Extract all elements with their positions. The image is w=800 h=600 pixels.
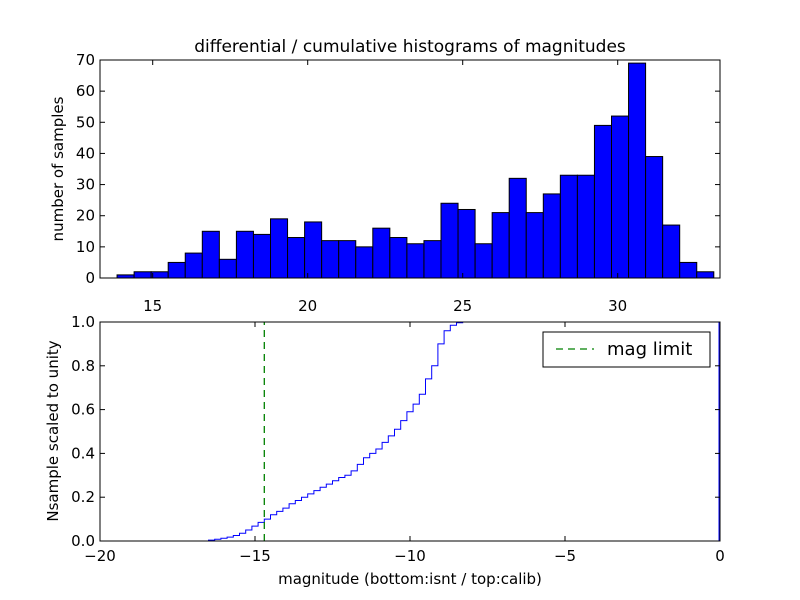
histogram-y-tick-label: 0 [85, 269, 95, 287]
histogram-y-ticks: 0 10 20 30 40 50 60 70 [76, 51, 720, 287]
histogram-bar [440, 202, 459, 279]
histogram-bar [184, 252, 203, 279]
histogram-bar [201, 230, 220, 279]
histogram-bar [679, 261, 698, 279]
cumulative-y-tick-label: 0.8 [71, 357, 95, 375]
cumulative-x-tick-label: −15 [239, 547, 271, 565]
cumulative-y-ticks: 0.0 0.2 0.4 0.6 0.8 1.0 [71, 313, 720, 550]
cumulative-y-tick-label: 0.6 [71, 401, 95, 419]
histogram-bar [474, 243, 493, 279]
histogram-bar [150, 271, 169, 279]
histogram-bar [423, 240, 442, 279]
histogram-bar [525, 212, 544, 279]
histogram-y-tick-label: 10 [76, 238, 95, 256]
histogram-bar [133, 271, 152, 279]
histogram-bar [645, 156, 664, 279]
histogram-y-tick-label: 20 [76, 207, 95, 225]
cumulative-x-ticks: −20 −15 −10 −5 0 [84, 322, 725, 565]
histogram-bar [508, 177, 527, 279]
histogram-bar [287, 237, 306, 279]
histogram-bar [696, 271, 715, 279]
histogram-bar [559, 174, 578, 279]
histogram-y-tick-label: 70 [76, 51, 95, 69]
histogram-bar [304, 221, 323, 279]
histogram-bar [218, 258, 237, 279]
histogram-bar [372, 227, 391, 279]
histogram-bars [116, 62, 715, 279]
histogram-bar [235, 230, 254, 279]
histogram-bar [628, 62, 647, 279]
histogram-bar [338, 240, 357, 279]
histogram-bar [593, 124, 613, 279]
cumulative-y-tick-label: 0.2 [71, 488, 95, 506]
histogram-frame [99, 59, 721, 279]
cumulative-step-line [100, 321, 720, 542]
histogram-panel: differential / cumulative histograms of … [49, 37, 721, 315]
histogram-bar [457, 208, 476, 279]
histogram-bar [611, 115, 630, 279]
histogram-x-ticks: 15 20 25 30 [143, 60, 627, 315]
histogram-bar [270, 218, 289, 279]
histogram-y-label: number of samples [49, 96, 67, 241]
histogram-y-tick-label: 50 [76, 113, 95, 131]
histogram-y-tick-label: 60 [76, 82, 95, 100]
histogram-bar [406, 243, 425, 279]
histogram-y-tick-label: 40 [76, 144, 95, 162]
histogram-bar [662, 224, 681, 279]
legend: mag limit [542, 331, 711, 368]
histogram-x-tick-label: 15 [143, 297, 162, 315]
histogram-bar [252, 233, 271, 279]
histogram-bar [167, 261, 186, 279]
histogram-x-tick-label: 30 [608, 297, 627, 315]
histogram-bar [389, 237, 408, 279]
histogram-bar [576, 174, 595, 279]
cumulative-panel: −20 −15 −10 −5 0 0.0 0.2 0.4 0.6 0.8 1.0 magnitud… [44, 313, 725, 588]
cumulative-x-tick-label: −20 [84, 547, 116, 565]
histogram-x-tick-label: 25 [453, 297, 472, 315]
cumulative-x-tick-label: 0 [715, 547, 725, 565]
histogram-bar [542, 193, 561, 279]
cumulative-y-label: Nsample scaled to unity [44, 340, 62, 521]
cumulative-y-tick-label: 0.0 [71, 532, 95, 550]
cumulative-x-label: magnitude (bottom:isnt / top:calib) [278, 570, 542, 588]
histogram-y-tick-label: 30 [76, 176, 95, 194]
cumulative-y-tick-label: 0.4 [71, 444, 95, 462]
histogram-bar [355, 246, 374, 279]
chart-title: differential / cumulative histograms of … [194, 37, 626, 57]
histogram-bar [321, 240, 340, 279]
histogram-bar [491, 212, 510, 279]
legend-label-mag-limit: mag limit [607, 339, 692, 360]
cumulative-y-tick-label: 1.0 [71, 313, 95, 331]
histogram-x-tick-label: 20 [298, 297, 317, 315]
cumulative-x-tick-label: −5 [554, 547, 576, 565]
cumulative-x-tick-label: −10 [394, 547, 426, 565]
